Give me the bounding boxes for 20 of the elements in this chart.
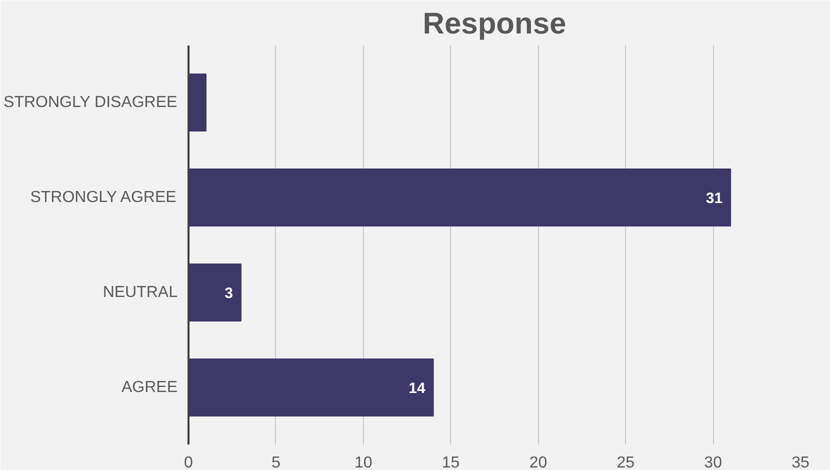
y-tick-label: STRONGLY DISAGREE	[4, 94, 178, 111]
bar	[188, 264, 242, 322]
data-label: 3	[224, 285, 233, 302]
data-label: 14	[408, 380, 426, 397]
x-tick-label: 10	[354, 454, 372, 470]
x-tick-label: 0	[184, 454, 194, 470]
bar	[188, 358, 434, 416]
x-tick-label: 20	[529, 454, 548, 470]
data-label: 31	[706, 190, 723, 207]
x-tick-label: 35	[792, 454, 810, 470]
bar	[188, 168, 732, 226]
x-tick-label: 30	[704, 454, 722, 470]
bar	[188, 74, 206, 132]
y-tick-label: STRONGLY AGREE	[30, 189, 176, 206]
y-tick-label: NEUTRAL	[102, 284, 178, 301]
y-tick-label: AGREE	[121, 379, 178, 396]
chart-title: Response	[422, 8, 566, 40]
x-tick-label: 25	[616, 454, 635, 470]
x-tick-label: 5	[271, 454, 280, 470]
x-tick-label: 15	[442, 454, 460, 470]
